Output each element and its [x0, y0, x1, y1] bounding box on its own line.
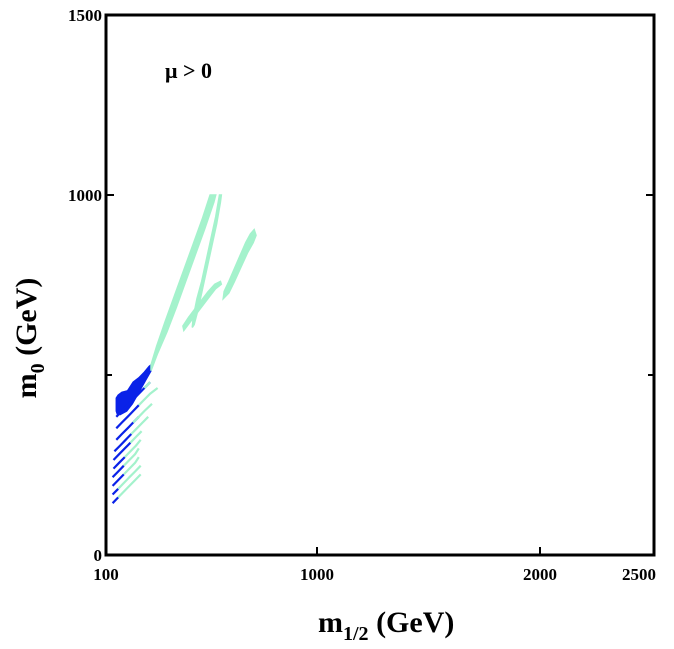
light-green-lower-band	[182, 280, 223, 333]
mu-annotation: μ > 0	[165, 58, 212, 83]
x-axis-title: m1/2 (GeV)	[318, 606, 454, 645]
x-axis-title-main: m	[318, 606, 343, 639]
light-green-main-strip	[150, 194, 217, 371]
y-tick-label-1500: 1500	[68, 6, 102, 25]
plot-frame	[104, 13, 656, 557]
contour-6-blue	[112, 456, 126, 470]
contour-7-blue	[111, 464, 125, 478]
region-layer	[115, 194, 257, 416]
x-tick-label-1000: 1000	[300, 565, 334, 584]
y-axis-title-main: m	[10, 373, 43, 398]
light-green-blob	[222, 228, 257, 301]
contour-8-blue	[111, 473, 125, 487]
y-axis-title: m0 (GeV)	[10, 278, 49, 399]
x-tick-label-2500: 2500	[622, 565, 656, 584]
contour-3-light	[132, 403, 153, 424]
contour-4-blue	[113, 433, 133, 453]
contour-4-light	[130, 416, 149, 435]
contour-2-blue	[115, 404, 140, 430]
contour-2-light	[138, 387, 159, 406]
contour-5-blue	[112, 441, 132, 461]
contour-layer	[111, 381, 159, 504]
contour-10-light	[117, 473, 142, 499]
contour-7-light	[123, 447, 140, 467]
dark-blue-main-band	[115, 363, 152, 416]
contour-10-blue	[111, 496, 119, 504]
x-axis-title-sub: 1/2	[343, 623, 369, 645]
y-axis-title-unit: (GeV)	[10, 278, 43, 364]
y-tick-label-1000: 1000	[68, 186, 102, 205]
x-axis-title-unit: (GeV)	[369, 606, 455, 639]
y-tick-label-0: 0	[94, 546, 103, 565]
tick-layer: 100 1000 2000 2500 0 1000 1500	[68, 6, 656, 584]
contour-9-light	[117, 464, 142, 490]
x-tick-label-2000: 2000	[523, 565, 557, 584]
light-green-second-strip	[191, 194, 223, 328]
contour-6-light	[124, 439, 142, 458]
contour-8-light	[123, 456, 140, 476]
contour-5-light	[129, 430, 143, 444]
y-axis-title-sub: 0	[27, 363, 49, 373]
contour-9-blue	[111, 488, 119, 496]
contour-1-light	[143, 381, 151, 389]
x-tick-label-100: 100	[93, 565, 119, 584]
